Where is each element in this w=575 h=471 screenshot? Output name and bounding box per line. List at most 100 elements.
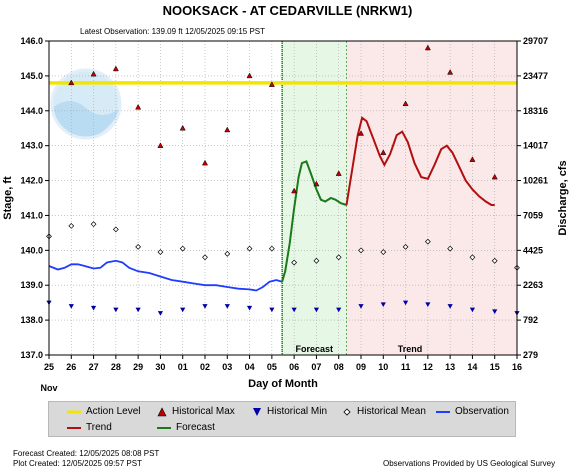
y2-tick-label: 14017 (523, 141, 548, 151)
x-tick-label: 27 (89, 362, 99, 372)
x-month-label: Nov (40, 383, 57, 393)
historical-mean-point (335, 254, 342, 261)
forecast-line (281, 160, 347, 282)
historical-max-point (357, 130, 365, 136)
y2-tick-label: 4425 (523, 245, 543, 255)
historical-max-point (157, 142, 164, 148)
usgs-credit-label: Observations Provided by US Geological S… (383, 459, 556, 468)
historical-max-point (491, 173, 498, 180)
historical-min-point (313, 307, 320, 313)
x-tick-label: 02 (200, 362, 210, 372)
historical-mean-point (157, 249, 164, 255)
y2-tick-label: 792 (523, 315, 538, 325)
historical-mean-point (380, 249, 387, 255)
hydrograph-chart: 137.0 138.0 139.0 140.0 141.0 142.0 143.0 144.0… (2, 36, 569, 393)
x-tick-label: 14 (467, 362, 477, 372)
historical-min-point (180, 307, 186, 313)
historical-mean-point (313, 257, 320, 264)
historical-max-point (424, 44, 431, 51)
historical-min-point (336, 307, 342, 313)
y-tick-label: 138.0 (20, 315, 43, 325)
historical-max-point (313, 180, 320, 187)
x-tick-label: 30 (155, 362, 165, 372)
x-tick-label: 07 (311, 362, 321, 372)
x-tick-label: 13 (445, 362, 455, 372)
x-tick-label: 11 (401, 362, 411, 372)
forecast-swatch (157, 426, 171, 429)
historical-min-point (157, 311, 164, 316)
historical-mean-point (358, 247, 364, 254)
historical-mean-point (90, 221, 97, 228)
legend-label: Observation (455, 406, 509, 417)
y-axis-title: Stage, ft (2, 176, 14, 220)
x-tick-label: 28 (111, 362, 121, 372)
legend-forecast: Forecast (157, 422, 215, 433)
historical-max-point (112, 65, 119, 72)
historical-min-point (224, 304, 230, 309)
historical-max-point (447, 69, 454, 75)
legend-observation: Observation (436, 406, 509, 417)
legend-historical-max: Historical Max (157, 406, 235, 417)
triangle-up-icon (157, 406, 167, 416)
y2-tick-label: 23477 (523, 71, 548, 81)
observation-swatch (436, 410, 450, 413)
plot-created-label: Plot Created: 12/05/2025 09:57 PST (13, 459, 142, 468)
historical-mean-point (202, 254, 208, 261)
y2-axis-title: Discharge, cfs (557, 160, 569, 235)
x-axis-title: Day of Month (248, 378, 318, 390)
x-tick-label: 26 (66, 362, 76, 372)
forecast-zone-label: Forecast (296, 344, 334, 354)
y-tick-label: 144.0 (20, 106, 43, 116)
historical-mean-point (402, 243, 409, 250)
historical-max-point (291, 187, 298, 194)
x-tick-label: 04 (245, 362, 255, 372)
historical-mean-point (291, 259, 298, 266)
historical-max-point (224, 126, 231, 133)
trend-zone (346, 41, 517, 355)
x-tick-label: 16 (512, 362, 522, 372)
chart-title: NOOKSACK - AT CEDARVILLE (NRKW1) (162, 3, 413, 18)
historical-mean-point (135, 243, 142, 250)
historical-min-point (358, 304, 364, 309)
y-tick-label: 139.0 (20, 280, 43, 290)
historical-max-point (335, 170, 342, 176)
legend-trend: Trend (67, 422, 112, 433)
x-tick-label: 01 (178, 362, 188, 372)
diamond-icon (343, 407, 351, 416)
historical-mean-point (179, 245, 186, 252)
historical-min-point (402, 300, 409, 306)
legend-label: Historical Min (267, 406, 328, 417)
legend-label: Forecast (176, 422, 215, 433)
latest-observation-label: Latest Observation: 139.09 ft 12/05/2025… (80, 27, 266, 36)
x-tick-label: 05 (267, 362, 277, 372)
historical-max-point (380, 149, 387, 155)
historical-max-point (246, 72, 253, 79)
x-tick-label: 09 (356, 362, 366, 372)
historical-mean-point (491, 257, 498, 264)
y-tick-label: 146.0 (20, 36, 43, 46)
historical-max-point (268, 81, 275, 87)
y2-tick-label: 18316 (523, 106, 548, 116)
x-tick-label: 25 (44, 362, 54, 372)
historical-min-point (202, 304, 208, 309)
legend-historical-min: Historical Min (252, 406, 327, 417)
y2-tick-label: 7059 (523, 210, 543, 220)
x-tick-label: 15 (490, 362, 500, 372)
historical-min-point (425, 302, 431, 308)
trend-zone-label: Trend (398, 344, 423, 354)
historical-mean-point (447, 245, 454, 252)
forecast-created-label: Forecast Created: 12/05/2025 08:08 PST (13, 449, 160, 458)
y2-tick-label: 10261 (523, 176, 548, 186)
x-tick-label: 03 (222, 362, 232, 372)
historical-max-point (135, 103, 142, 110)
plot-frame (48, 40, 518, 356)
historical-min-point (246, 305, 253, 311)
y-tick-label: 142.0 (20, 176, 43, 186)
legend-label: Historical Max (172, 406, 235, 417)
legend-historical-mean: Historical Mean (342, 406, 426, 417)
x-tick-label: 29 (133, 362, 143, 372)
y-tick-label: 137.0 (20, 350, 43, 360)
y2-tick-label: 29707 (523, 36, 548, 46)
historical-mean-point (112, 226, 119, 233)
y-tick-label: 143.0 (20, 141, 43, 151)
